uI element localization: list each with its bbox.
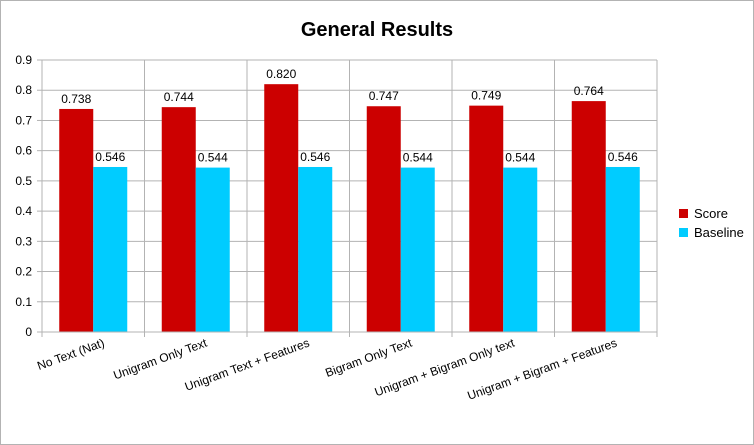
bar-baseline-0 xyxy=(93,166,128,332)
y-tick-label: 0.2 xyxy=(15,265,32,279)
legend-label-score: Score xyxy=(694,206,728,221)
data-label-score-3: 0.747 xyxy=(369,89,399,103)
x-tick-label-0: No Text (Nat) xyxy=(35,336,106,373)
bar-score-0 xyxy=(59,108,94,333)
data-label-score-4: 0.749 xyxy=(471,89,501,103)
bar-baseline-1 xyxy=(195,167,230,332)
legend-item-score: Score xyxy=(679,204,744,223)
legend-swatch-baseline xyxy=(679,228,688,237)
chart-title: General Results xyxy=(300,19,454,41)
data-label-baseline-1: 0.544 xyxy=(198,151,228,165)
y-tick-label: 0 xyxy=(25,325,32,339)
legend-item-baseline: Baseline xyxy=(679,223,744,242)
bar-score-2 xyxy=(264,84,299,332)
bar-score-5 xyxy=(571,101,606,332)
legend-swatch-score xyxy=(679,209,688,218)
bar-score-1 xyxy=(161,107,196,332)
y-tick-label: 0.1 xyxy=(15,295,32,309)
data-label-score-5: 0.764 xyxy=(574,84,604,98)
legend-label-baseline: Baseline xyxy=(694,225,744,240)
bar-baseline-3 xyxy=(400,167,435,332)
data-label-score-2: 0.820 xyxy=(266,67,296,81)
y-tick-label: 0.7 xyxy=(15,113,32,127)
data-label-score-0: 0.738 xyxy=(61,92,91,106)
y-tick-label: 0.6 xyxy=(15,144,32,158)
data-label-baseline-3: 0.544 xyxy=(403,151,433,165)
data-label-baseline-2: 0.546 xyxy=(300,150,330,164)
x-tick-label-3: Bigram Only Text xyxy=(323,335,414,380)
data-label-baseline-4: 0.544 xyxy=(505,151,535,165)
data-label-score-1: 0.744 xyxy=(164,90,194,104)
y-tick-label: 0.5 xyxy=(15,174,32,188)
y-tick-label: 0.3 xyxy=(15,234,32,248)
y-tick-label: 0.9 xyxy=(15,53,32,67)
bar-baseline-5 xyxy=(605,166,640,332)
legend: Score Baseline xyxy=(679,204,744,242)
bar-score-3 xyxy=(366,106,401,333)
y-tick-label: 0.8 xyxy=(15,83,32,97)
bar-score-4 xyxy=(469,105,504,332)
data-label-baseline-0: 0.546 xyxy=(95,150,125,164)
y-tick-label: 0.4 xyxy=(15,204,32,218)
bar-baseline-4 xyxy=(503,167,538,332)
bar-baseline-2 xyxy=(298,166,333,332)
data-label-baseline-5: 0.546 xyxy=(608,150,638,164)
